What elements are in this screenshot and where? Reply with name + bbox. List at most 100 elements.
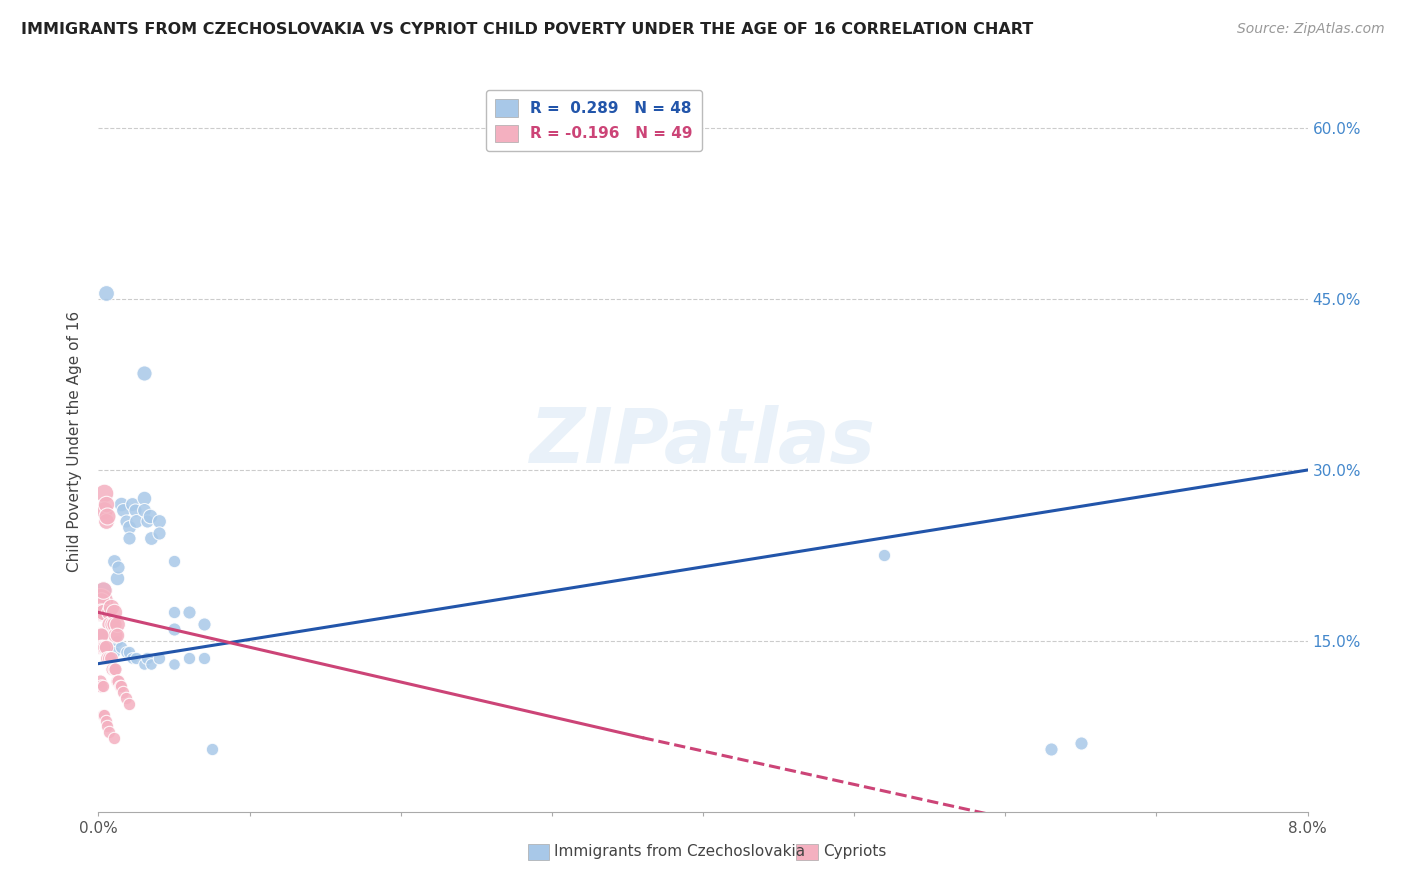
Point	[89, 628, 111, 642]
Point	[94, 514, 117, 528]
Point	[132, 366, 155, 380]
Point	[90, 594, 112, 608]
Point	[111, 503, 134, 517]
Point	[91, 628, 114, 642]
Point	[96, 651, 118, 665]
Point	[103, 731, 125, 745]
Point	[103, 645, 125, 659]
Point	[135, 514, 157, 528]
Point	[179, 606, 201, 620]
Point	[90, 640, 112, 654]
Point	[179, 651, 201, 665]
Point	[1070, 736, 1092, 750]
Point	[201, 742, 224, 756]
Point	[105, 571, 128, 585]
Point	[139, 508, 162, 523]
Point	[873, 549, 896, 563]
Point	[90, 606, 112, 620]
Bar	[527, 844, 550, 860]
Text: IMMIGRANTS FROM CZECHOSLOVAKIA VS CYPRIOT CHILD POVERTY UNDER THE AGE OF 16 CORR: IMMIGRANTS FROM CZECHOSLOVAKIA VS CYPRIO…	[21, 22, 1033, 37]
Point	[96, 508, 118, 523]
Point	[91, 582, 114, 597]
Point	[193, 616, 215, 631]
Point	[98, 640, 121, 654]
Point	[103, 616, 125, 631]
Point	[118, 645, 141, 659]
Point	[101, 662, 124, 676]
Point	[91, 640, 114, 654]
Point	[105, 628, 128, 642]
Point	[104, 628, 127, 642]
Point	[98, 651, 121, 665]
Text: Immigrants from Czechoslovakia: Immigrants from Czechoslovakia	[554, 844, 806, 859]
Point	[163, 657, 186, 671]
Point	[141, 532, 163, 546]
Point	[105, 633, 128, 648]
Point	[94, 640, 117, 654]
Point	[163, 623, 186, 637]
Point	[103, 554, 125, 568]
Point	[114, 690, 136, 705]
Point	[124, 503, 146, 517]
Point	[90, 628, 112, 642]
Point	[118, 520, 141, 534]
Point	[98, 606, 121, 620]
Text: Source: ZipAtlas.com: Source: ZipAtlas.com	[1237, 22, 1385, 37]
Point	[118, 532, 141, 546]
Point	[110, 640, 132, 654]
Point	[108, 680, 131, 694]
Point	[1039, 742, 1062, 756]
Point	[93, 707, 115, 722]
Point	[107, 673, 129, 688]
Point	[132, 491, 155, 506]
Point	[135, 651, 157, 665]
Point	[132, 657, 155, 671]
Legend: R =  0.289   N = 48, R = -0.196   N = 49: R = 0.289 N = 48, R = -0.196 N = 49	[486, 90, 702, 152]
Point	[141, 657, 163, 671]
Point	[125, 514, 148, 528]
Point	[114, 645, 136, 659]
Point	[93, 485, 115, 500]
Point	[100, 651, 122, 665]
Point	[104, 662, 127, 676]
Point	[90, 680, 112, 694]
Point	[103, 662, 125, 676]
Point	[101, 616, 124, 631]
Point	[114, 514, 136, 528]
Point	[91, 606, 114, 620]
Point	[110, 497, 132, 511]
Point	[193, 651, 215, 665]
Point	[148, 651, 170, 665]
Point	[89, 673, 111, 688]
Point	[163, 554, 186, 568]
Point	[91, 582, 114, 597]
Point	[103, 606, 125, 620]
Point	[89, 640, 111, 654]
Point	[148, 525, 170, 540]
Point	[148, 514, 170, 528]
Text: Cypriots: Cypriots	[823, 844, 886, 859]
Point	[89, 606, 111, 620]
Point	[110, 680, 132, 694]
Point	[125, 651, 148, 665]
Point	[94, 497, 117, 511]
Point	[96, 719, 118, 733]
Point	[94, 714, 117, 728]
Point	[98, 616, 121, 631]
Point	[132, 503, 155, 517]
Point	[91, 707, 114, 722]
Point	[121, 651, 143, 665]
Point	[121, 497, 143, 511]
Point	[118, 697, 141, 711]
Point	[111, 685, 134, 699]
Point	[105, 673, 128, 688]
Bar	[796, 844, 818, 860]
Y-axis label: Child Poverty Under the Age of 16: Child Poverty Under the Age of 16	[67, 311, 83, 572]
Text: ZIPatlas: ZIPatlas	[530, 405, 876, 478]
Point	[91, 680, 114, 694]
Point	[98, 725, 121, 739]
Point	[105, 616, 128, 631]
Point	[100, 599, 122, 614]
Point	[94, 286, 117, 301]
Point	[89, 594, 111, 608]
